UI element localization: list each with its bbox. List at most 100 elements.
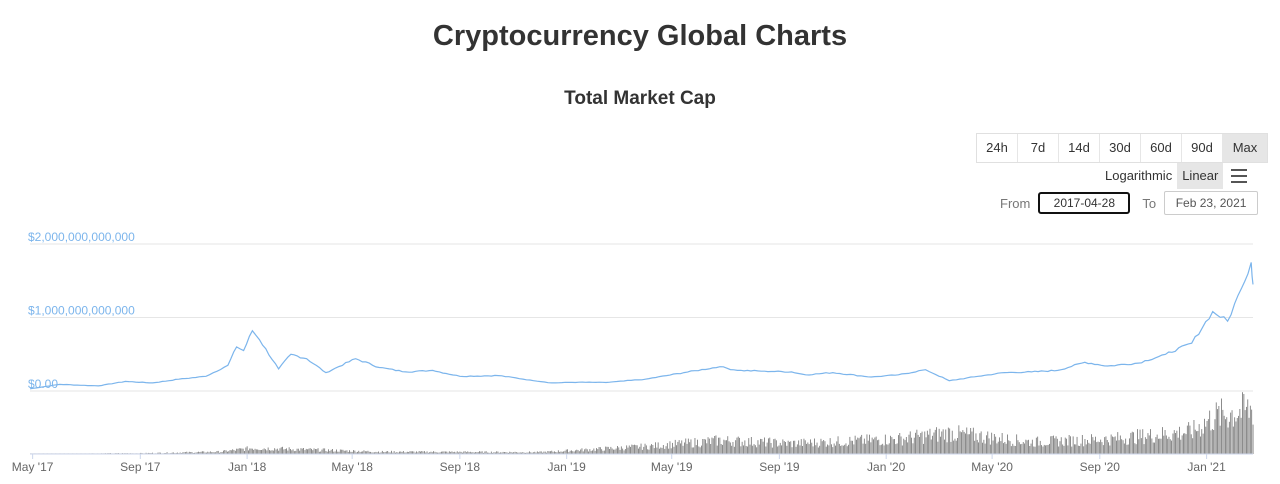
volume-bar <box>823 440 825 454</box>
volume-bar <box>884 434 886 454</box>
volume-bar <box>469 451 471 454</box>
volume-bar <box>539 451 541 454</box>
logarithmic-button[interactable]: Logarithmic <box>1105 168 1173 183</box>
volume-bar <box>343 450 345 454</box>
volume-bar <box>793 440 794 454</box>
volume-bar <box>1012 443 1014 454</box>
volume-bar <box>250 448 252 454</box>
volume-bar <box>819 445 821 454</box>
volume-bar <box>710 444 712 454</box>
volume-bar <box>527 452 529 454</box>
volume-bar <box>1144 437 1146 454</box>
volume-bar <box>867 440 869 454</box>
volume-bar <box>971 431 973 454</box>
volume-bar <box>976 439 978 454</box>
volume-bar <box>1235 421 1237 454</box>
volume-bar <box>1192 438 1194 454</box>
date-range: From To <box>996 191 1266 215</box>
volume-bar <box>329 451 331 454</box>
volume-bar <box>670 448 672 454</box>
volume-bar <box>714 436 716 454</box>
volume-bar <box>1193 420 1195 454</box>
range-button-90d[interactable]: 90d <box>1182 134 1223 162</box>
volume-bar <box>462 452 463 454</box>
volume-bar <box>731 445 733 454</box>
volume-bar <box>883 445 885 454</box>
grid-lines <box>30 243 1253 392</box>
volume-bar <box>406 451 408 454</box>
volume-bar <box>308 448 310 454</box>
volume-bar <box>592 450 593 454</box>
volume-bar <box>370 451 371 454</box>
volume-bar <box>865 443 867 454</box>
volume-bar <box>656 447 658 454</box>
volume-bar <box>177 452 178 454</box>
range-button-60d[interactable]: 60d <box>1141 134 1182 162</box>
to-date-input[interactable] <box>1164 191 1259 215</box>
volume-bar <box>989 444 991 454</box>
volume-bar <box>991 432 993 454</box>
volume-bar <box>494 452 496 454</box>
volume-bar <box>208 452 210 454</box>
volume-bar <box>391 450 392 454</box>
volume-bar <box>1215 402 1217 454</box>
range-button-30d[interactable]: 30d <box>1100 134 1141 162</box>
volume-bar <box>375 451 377 454</box>
volume-bar <box>840 445 842 454</box>
volume-bar <box>434 451 436 454</box>
volume-bar <box>186 451 188 454</box>
volume-bar <box>945 429 947 454</box>
volume-bar <box>158 452 160 454</box>
volume-bar <box>1130 432 1132 454</box>
volume-bar <box>1008 440 1010 454</box>
range-button-24h[interactable]: 24h <box>977 134 1018 162</box>
x-tick-label: Sep '18 <box>440 460 481 474</box>
volume-bar <box>259 450 261 454</box>
volume-bar <box>882 443 884 454</box>
linear-button[interactable]: Linear <box>1177 163 1224 189</box>
volume-bar <box>1163 435 1165 454</box>
range-button-14d[interactable]: 14d <box>1059 134 1100 162</box>
volume-bar <box>1231 410 1233 454</box>
volume-bar <box>316 449 318 454</box>
volume-bar <box>183 452 185 454</box>
hamburger-menu-icon[interactable] <box>1231 169 1248 183</box>
volume-bar <box>572 451 574 454</box>
volume-bar <box>182 452 184 454</box>
range-button-max[interactable]: Max <box>1223 134 1267 162</box>
volume-bar <box>640 443 642 454</box>
volume-bar <box>244 451 245 454</box>
range-button-7d[interactable]: 7d <box>1018 134 1059 162</box>
volume-bar <box>628 445 630 454</box>
volume-bar <box>557 450 559 454</box>
volume-bar <box>815 445 817 454</box>
volume-bar <box>1097 441 1099 454</box>
volume-bar <box>785 442 786 454</box>
volume-bar <box>936 427 937 454</box>
volume-bar <box>1064 437 1066 454</box>
volume-bar <box>879 445 881 454</box>
volume-bar <box>1225 419 1226 454</box>
volume-bar <box>206 452 207 454</box>
volume-bar <box>291 450 293 454</box>
volume-bar <box>955 440 957 454</box>
volume-bar <box>321 449 323 454</box>
volume-bar <box>588 451 589 454</box>
volume-bar <box>452 452 454 454</box>
from-date-input[interactable] <box>1038 192 1131 214</box>
volume-bar <box>1119 435 1121 454</box>
volume-bar <box>1084 439 1086 454</box>
volume-bar <box>179 452 181 454</box>
volume-bar <box>220 452 222 454</box>
volume-bar <box>458 452 459 454</box>
volume-bar <box>1168 436 1170 454</box>
volume-bar <box>229 450 231 454</box>
volume-bar <box>766 442 768 454</box>
volume-bar <box>787 440 789 454</box>
volume-bar <box>443 451 445 454</box>
volume-bar <box>806 443 807 454</box>
volume-bar <box>433 451 434 454</box>
volume-bar <box>1013 445 1015 454</box>
volume-bar <box>749 444 751 454</box>
volume-bar <box>894 439 895 454</box>
